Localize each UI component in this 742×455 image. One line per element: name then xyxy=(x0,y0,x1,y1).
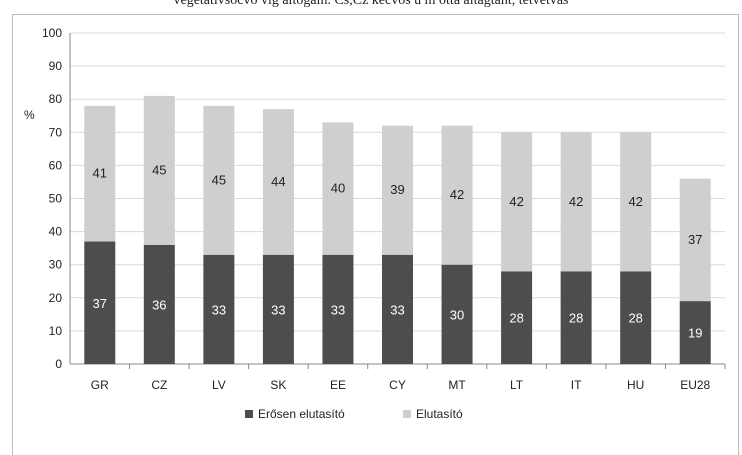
y-tick-label: 10 xyxy=(49,324,63,338)
x-tick-label: EU28 xyxy=(680,378,710,392)
bar-segment xyxy=(84,241,116,364)
bar-segment xyxy=(262,254,294,364)
bar-segment xyxy=(560,132,592,272)
x-tick-label: EE xyxy=(330,378,346,392)
y-tick-label: 100 xyxy=(42,26,62,40)
legend-label: Elutasító xyxy=(416,407,463,421)
y-tick-label: 90 xyxy=(49,59,63,73)
legend-label: Erősen elutasító xyxy=(258,407,345,421)
bar-segment xyxy=(441,125,473,265)
bar-segment xyxy=(560,271,592,364)
bar-segment xyxy=(84,105,116,242)
bar-segment xyxy=(322,122,354,255)
legend-swatch xyxy=(245,410,253,418)
x-tick-label: GR xyxy=(91,378,109,392)
bar-segment xyxy=(679,301,711,364)
data-label: 42 xyxy=(509,194,523,209)
bar-segment xyxy=(501,132,533,272)
bar-segment xyxy=(382,125,413,255)
data-label: 37 xyxy=(93,296,107,311)
data-label: 33 xyxy=(390,302,404,317)
x-tick-label: LT xyxy=(510,378,524,392)
data-label: 42 xyxy=(450,187,464,202)
x-tick-label: SK xyxy=(270,378,286,392)
x-tick-label: MT xyxy=(448,378,466,392)
y-tick-label: 60 xyxy=(49,158,63,172)
data-label: 39 xyxy=(390,182,404,197)
data-label: 37 xyxy=(688,232,702,247)
x-tick-label: CZ xyxy=(151,378,167,392)
chart-frame xyxy=(12,14,739,455)
data-label: 33 xyxy=(331,302,345,317)
x-tick-label: HU xyxy=(627,378,644,392)
data-label: 36 xyxy=(152,297,166,312)
y-tick-label: 30 xyxy=(49,258,63,272)
y-tick-label: 50 xyxy=(49,192,63,206)
data-label: 30 xyxy=(450,307,464,322)
x-tick-label: IT xyxy=(571,378,582,392)
data-label: 28 xyxy=(628,311,642,326)
data-label: 28 xyxy=(569,311,583,326)
data-label: 45 xyxy=(152,162,166,177)
bar-segment xyxy=(620,271,652,364)
y-tick-label: 70 xyxy=(49,125,63,139)
bar-segment xyxy=(620,132,652,272)
y-tick-label: 0 xyxy=(55,357,62,371)
data-label: 28 xyxy=(509,311,523,326)
y-tick-label: 80 xyxy=(49,92,63,106)
y-axis-label: % xyxy=(24,108,35,122)
data-label: 44 xyxy=(271,174,285,189)
bar-segment xyxy=(262,109,294,255)
stacked-bar-chart: 0 10 20 30 40 50 60 70 80 90 100% 37 41 GR 36 45 CZ 33 45 L… xyxy=(24,26,726,421)
chart-caption: vegetatívsocvo vig altogain. Cs,Cz kecvo… xyxy=(173,0,569,8)
data-label: 45 xyxy=(212,172,226,187)
bar-segment xyxy=(203,254,235,364)
y-tick-label: 40 xyxy=(49,225,63,239)
bar-segment xyxy=(143,244,175,364)
data-label: 41 xyxy=(93,166,107,181)
bar-segment xyxy=(203,105,235,255)
bar-segment xyxy=(382,254,413,364)
bar-segment xyxy=(143,95,175,245)
data-label: 33 xyxy=(271,302,285,317)
bar-segment xyxy=(679,178,711,302)
x-tick-label: CY xyxy=(389,378,406,392)
data-label: 40 xyxy=(331,181,345,196)
y-tick-label: 20 xyxy=(49,291,63,305)
bar-segment xyxy=(501,271,533,364)
data-label: 33 xyxy=(212,302,226,317)
legend-swatch xyxy=(403,410,411,418)
data-label: 42 xyxy=(628,194,642,209)
bar-segment xyxy=(322,254,354,364)
bar-segment xyxy=(441,264,473,364)
data-label: 42 xyxy=(569,194,583,209)
x-tick-label: LV xyxy=(212,378,226,392)
data-label: 19 xyxy=(688,326,702,341)
